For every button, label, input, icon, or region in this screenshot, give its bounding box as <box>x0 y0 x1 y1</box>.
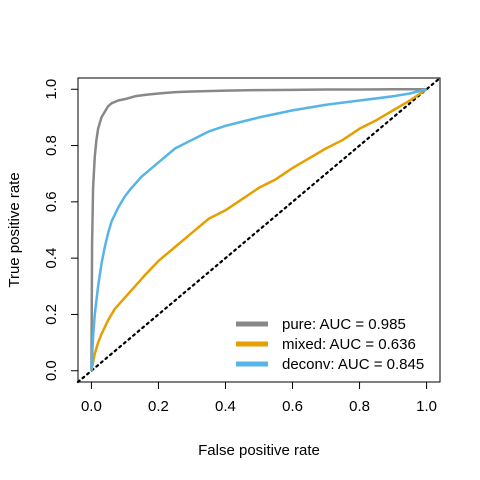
y-tick-label: 0.8 <box>43 135 60 156</box>
series-line-0 <box>90 88 427 371</box>
x-tick-label: 0.0 <box>81 398 102 415</box>
x-axis-title: False positive rate <box>198 442 320 459</box>
x-tick-label: 0.2 <box>148 398 169 415</box>
plot-frame <box>77 77 441 383</box>
y-tick-label: 0.4 <box>43 248 60 269</box>
x-tick-label: 0.6 <box>282 398 303 415</box>
legend: pure: AUC = 0.985 mixed: AUC = 0.636 decon… <box>236 316 424 373</box>
x-tick-label: 1.0 <box>416 398 437 415</box>
x-axis: 0.0 0.2 0.4 0.6 0.8 1.0 <box>81 382 437 415</box>
y-tick-label: 1.0 <box>43 79 60 100</box>
y-axis: 0.0 0.2 0.4 0.6 0.8 1.0 <box>43 79 78 381</box>
legend-label-0: pure: AUC = 0.985 <box>282 316 406 333</box>
y-tick-label: 0.6 <box>43 191 60 212</box>
y-tick-label: 0.2 <box>43 304 60 325</box>
legend-label-2: deconv: AUC = 0.845 <box>282 356 424 373</box>
series-line-2 <box>90 88 427 371</box>
y-tick-label: 0.0 <box>43 360 60 381</box>
y-axis-title: True positive rate <box>6 172 23 287</box>
legend-label-1: mixed: AUC = 0.636 <box>282 336 416 353</box>
x-tick-label: 0.4 <box>215 398 236 415</box>
reference-diagonal-line <box>76 76 442 384</box>
series-line-1 <box>90 88 428 371</box>
x-tick-label: 0.8 <box>349 398 370 415</box>
plot-area <box>76 76 442 384</box>
